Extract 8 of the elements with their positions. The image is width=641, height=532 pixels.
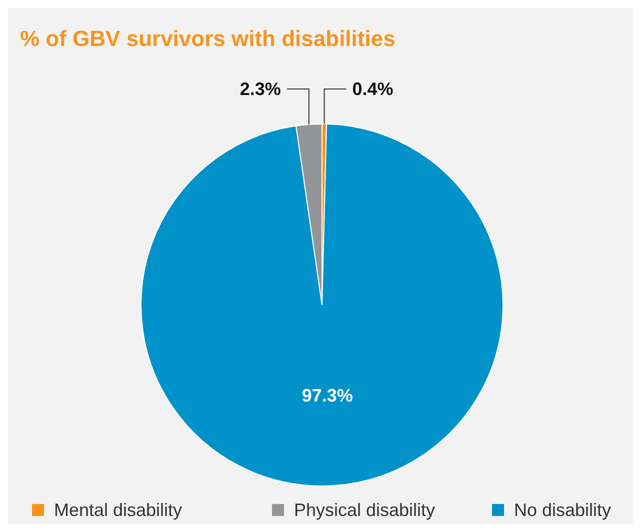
- data-label: 2.3%: [240, 79, 281, 99]
- legend-label: No disability: [514, 500, 612, 520]
- chart-title: % of GBV survivors with disabilities: [20, 26, 396, 51]
- legend-label: Physical disability: [294, 500, 436, 520]
- data-label: 97.3%: [302, 385, 353, 406]
- pie-slice: [140, 124, 504, 486]
- data-label: 0.4%: [352, 79, 394, 99]
- legend-label: Mental disability: [54, 500, 182, 520]
